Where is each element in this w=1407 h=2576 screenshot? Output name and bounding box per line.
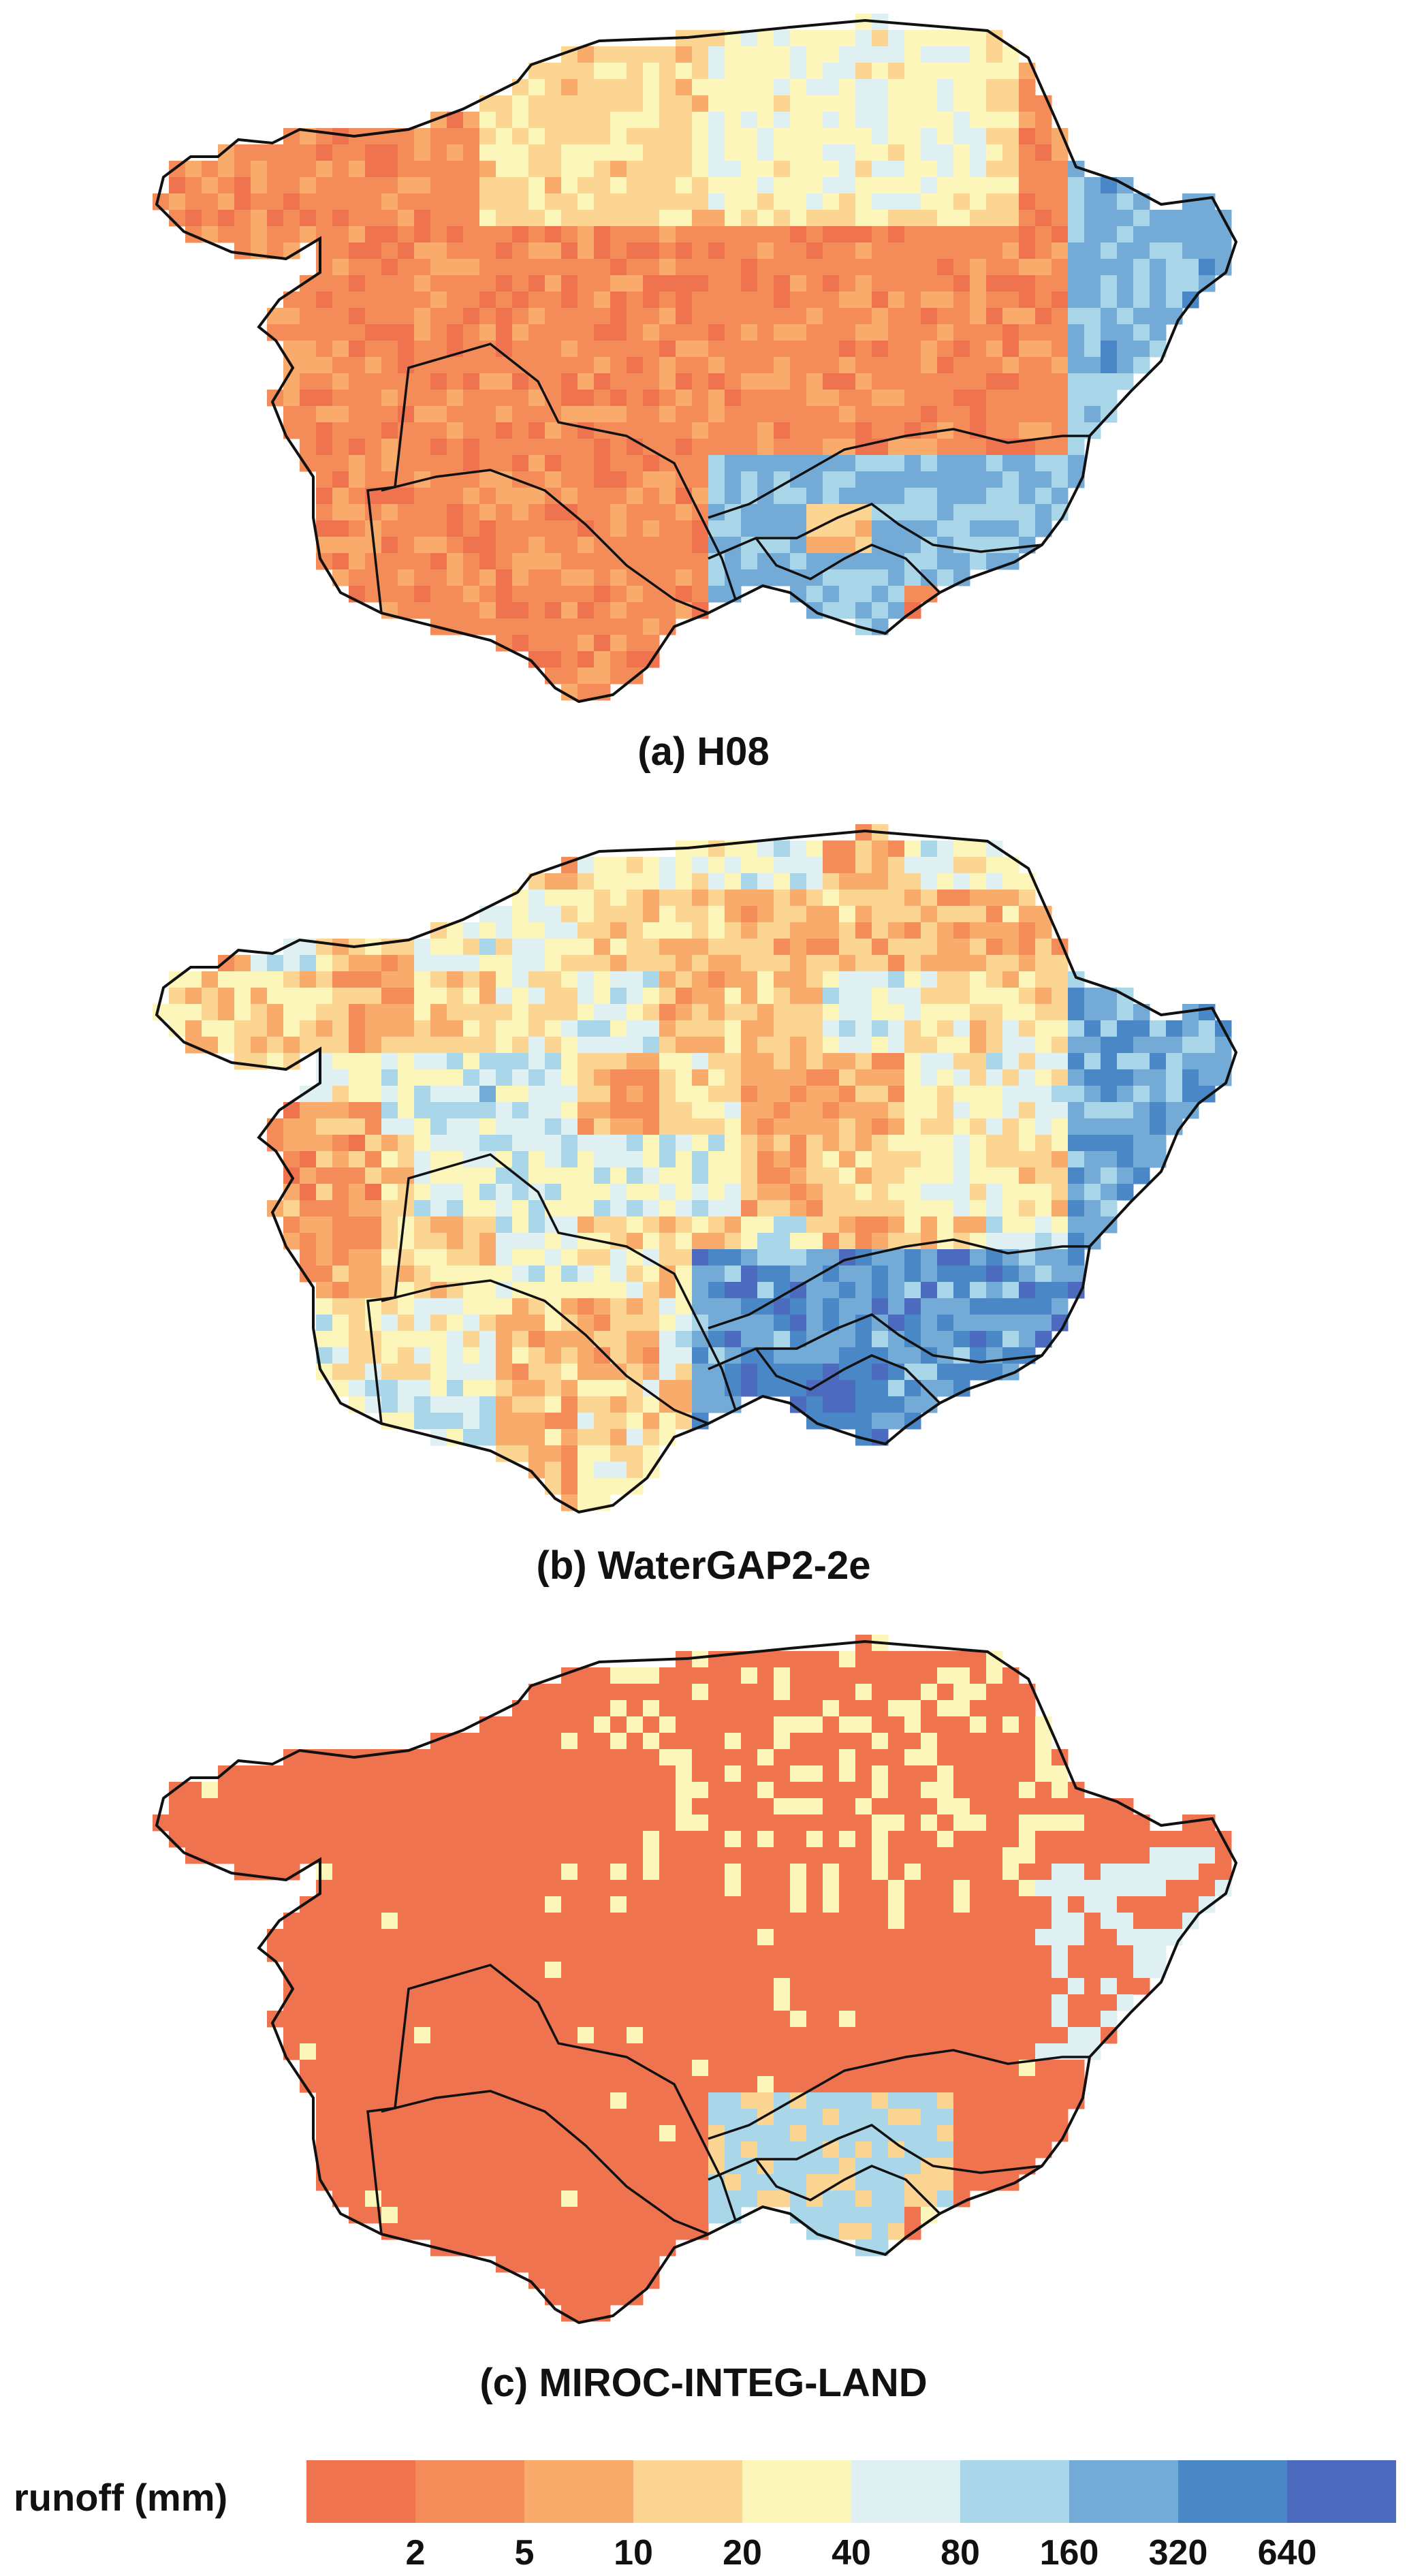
legend-tick-label: 40 — [832, 2533, 871, 2573]
legend-tick-label: 320 — [1148, 2533, 1208, 2573]
legend-tick-label: 640 — [1257, 2533, 1317, 2573]
country-border — [708, 503, 1043, 560]
region-outline — [155, 829, 1238, 1514]
map-panel-h08: (a) H08 — [0, 0, 1407, 797]
legend-tick-label: 5 — [514, 2533, 535, 2573]
country-border — [708, 428, 1090, 519]
legend-swatch — [1069, 2460, 1178, 2523]
country-border — [708, 2124, 1043, 2181]
legend-swatch — [306, 2460, 415, 2523]
runoff-grid — [153, 14, 1232, 701]
legend-swatch — [851, 2460, 960, 2523]
legend-colorbar — [306, 2460, 1396, 2523]
map-panel-miroc: (c) MIROC-INTEG-LAND — [0, 1621, 1407, 2432]
caption-watergap: (b) WaterGAP2-2e — [536, 1543, 871, 1588]
legend-tick-label: 80 — [940, 2533, 980, 2573]
caption-h08: (a) H08 — [637, 729, 770, 774]
legend-swatch — [633, 2460, 742, 2523]
runoff-map-miroc — [153, 1635, 1238, 2325]
runoff-grid — [153, 824, 1232, 1511]
legend-swatch — [1287, 2460, 1396, 2523]
legend-swatch — [1178, 2460, 1287, 2523]
legend-swatch — [742, 2460, 851, 2523]
region-outline — [155, 18, 1238, 704]
legend-swatch — [415, 2460, 524, 2523]
country-border — [755, 2158, 941, 2215]
legend-swatch — [960, 2460, 1069, 2523]
country-border — [755, 1347, 941, 1404]
legend-tick-label: 10 — [614, 2533, 653, 2573]
country-border — [381, 469, 709, 614]
country-border — [755, 537, 941, 594]
legend-title: runoff (mm) — [14, 2476, 228, 2519]
country-border — [381, 1279, 709, 1425]
legend-tick-label: 160 — [1039, 2533, 1099, 2573]
legend-tick-label: 2 — [405, 2533, 426, 2573]
runoff-grid — [153, 1635, 1232, 2322]
runoff-map-watergap — [153, 824, 1238, 1514]
country-border — [708, 1313, 1043, 1370]
legend-swatch — [524, 2460, 633, 2523]
runoff-legend: runoff (mm) 2 5 10 20 40 80 160 320 640 — [0, 2445, 1407, 2576]
country-border — [708, 1238, 1090, 1330]
runoff-map-h08 — [153, 14, 1238, 704]
country-border — [381, 2090, 709, 2235]
caption-miroc: (c) MIROC-INTEG-LAND — [479, 2361, 928, 2405]
region-outline — [155, 1639, 1238, 2325]
legend-tick-label: 20 — [723, 2533, 762, 2573]
map-panel-watergap: (b) WaterGAP2-2e — [0, 811, 1407, 1607]
country-border — [708, 2049, 1090, 2140]
